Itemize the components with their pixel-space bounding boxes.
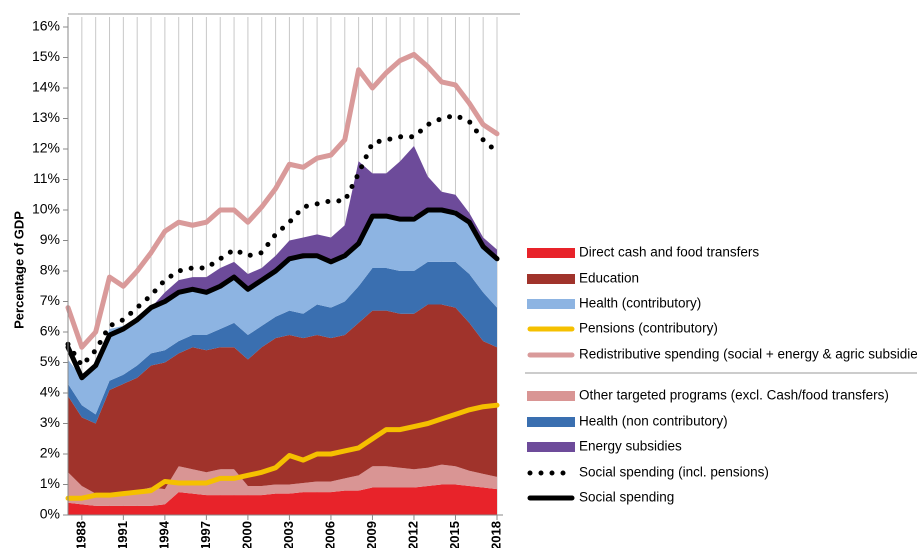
x-tick-label: 1994 — [156, 520, 171, 548]
legend-label: Health (contributory) — [579, 296, 701, 311]
y-tick-label: 8% — [40, 262, 60, 278]
dotted-line — [65, 112, 500, 369]
y-tick-label: 7% — [40, 292, 60, 308]
y-tick-label: 12% — [32, 140, 60, 156]
y-tick-label: 10% — [32, 201, 60, 217]
x-tick-label: 1997 — [198, 521, 213, 548]
legend-swatch — [527, 417, 575, 427]
x-tick-label: 2015 — [447, 521, 462, 548]
y-tick-label: 3% — [40, 414, 60, 430]
legend-label: Other targeted programs (excl. Cash/food… — [579, 388, 889, 403]
x-tick-label: 2006 — [322, 521, 337, 548]
area — [68, 304, 497, 497]
y-tick-label: 0% — [40, 506, 60, 522]
y-tick-label: 14% — [32, 79, 60, 95]
y-tick-label: 16% — [32, 18, 60, 34]
x-tick-label: 1991 — [115, 521, 130, 548]
legend-label: Redistributive spending (social + energy… — [579, 347, 917, 362]
y-tick-label: 2% — [40, 445, 60, 461]
y-tick-label: 13% — [32, 109, 60, 125]
area — [68, 261, 497, 424]
y-tick-label: 11% — [33, 170, 60, 186]
x-tick-label: 1988 — [73, 521, 88, 548]
legend-swatch — [527, 248, 575, 258]
y-tick-label: 1% — [40, 475, 60, 491]
legend-label: Direct cash and food transfers — [579, 245, 759, 260]
area — [68, 484, 497, 515]
legend-label: Social spending — [579, 490, 674, 505]
y-tick-label: 6% — [40, 323, 60, 339]
line — [65, 402, 500, 501]
y-tick-label: 4% — [40, 384, 60, 400]
x-tick-label: 2018 — [488, 521, 503, 548]
y-tick-label: 9% — [40, 231, 60, 247]
legend-label: Energy subsidies — [579, 439, 682, 454]
area — [68, 464, 497, 506]
legend-label: Social spending (incl. pensions) — [579, 465, 769, 480]
legend-label: Pensions (contributory) — [579, 321, 718, 336]
y-axis-label: Percentage of GDP — [11, 211, 26, 329]
area — [68, 210, 497, 415]
legend-label: Education — [579, 271, 639, 286]
x-tick-label: 2009 — [364, 521, 379, 548]
legend-label: Health (non contributory) — [579, 414, 728, 429]
x-tick-label: 2000 — [239, 521, 254, 548]
legend-swatch — [527, 299, 575, 309]
x-tick-label: 2012 — [405, 521, 420, 548]
legend-swatch — [527, 442, 575, 452]
y-tick-label: 15% — [32, 48, 60, 64]
line — [65, 207, 500, 381]
legend-swatch — [527, 391, 575, 401]
line — [65, 51, 500, 350]
legend-swatch — [527, 274, 575, 284]
x-tick-label: 2003 — [281, 521, 296, 548]
y-tick-label: 5% — [40, 353, 60, 369]
